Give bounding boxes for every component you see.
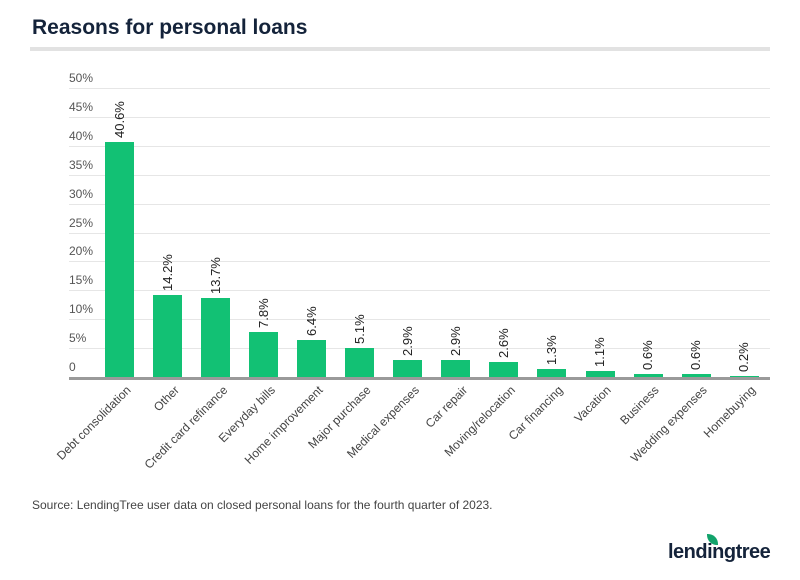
title-divider — [30, 47, 770, 51]
bar-value-label: 40.6% — [111, 101, 127, 139]
bar — [441, 360, 471, 377]
bar-value-label: 7.8% — [255, 298, 271, 328]
leaf-logo-icon — [707, 534, 718, 545]
bar-value-label: 1.1% — [592, 337, 607, 367]
bar-value-label: 14.2% — [159, 254, 175, 291]
bar — [537, 369, 567, 377]
bar — [393, 360, 423, 377]
bar — [681, 373, 711, 377]
gridline — [69, 116, 770, 118]
y-tick-label: 0 — [69, 360, 76, 374]
lendingtree-logo: lendingtree — [668, 541, 771, 563]
bar-chart: 0 5% 10% 15% 20% 25% 30% 35% 40% 45% 50% 40.6% Debt … — [53, 71, 770, 472]
y-tick-label: 5% — [69, 331, 87, 346]
bar-value-label: 2.9% — [447, 326, 463, 357]
bar — [585, 370, 615, 377]
x-category-label: Vacation — [571, 383, 614, 426]
y-tick-label: 45% — [69, 99, 94, 114]
y-tick-label: 40% — [69, 128, 94, 143]
x-category-label: Car repair — [422, 383, 471, 431]
bar-value-label: 5.1% — [351, 313, 367, 344]
bar-value-label: 13.7% — [207, 256, 223, 294]
bar-value-label: 0.2% — [736, 341, 752, 372]
chart-title: Reasons for personal loans — [32, 16, 308, 39]
gridline — [69, 203, 770, 205]
bar — [729, 375, 759, 377]
bar — [249, 331, 279, 377]
bar-value-label: 0.6% — [688, 339, 704, 370]
bar — [297, 340, 327, 377]
bar-value-label: 1.3% — [543, 335, 559, 366]
gridline — [69, 261, 770, 263]
x-axis-line — [69, 377, 770, 380]
x-category-label: Debt consolidation — [53, 383, 134, 463]
y-tick-label: 10% — [69, 302, 94, 317]
bar — [345, 347, 375, 377]
x-category-label: Other — [150, 383, 182, 415]
y-tick-label: 25% — [69, 215, 94, 230]
bar-value-label: 2.6% — [495, 328, 511, 358]
bar — [201, 297, 231, 377]
y-tick-label: 35% — [69, 157, 94, 172]
gridline — [69, 232, 770, 234]
x-category-label: Homebuying — [700, 383, 759, 441]
x-category-label: Business — [617, 383, 662, 428]
y-tick-label: 20% — [69, 244, 94, 259]
gridline — [69, 290, 770, 292]
gridline — [69, 145, 770, 147]
x-category-label: Credit card refinance — [141, 383, 230, 472]
bar — [489, 361, 519, 377]
source-note: Source: LendingTree user data on closed … — [32, 498, 493, 512]
bar — [105, 142, 134, 377]
bar-value-label: 6.4% — [303, 306, 319, 336]
bar-value-label: 0.6% — [640, 339, 656, 370]
gridline — [69, 174, 770, 176]
y-tick-label: 30% — [69, 186, 94, 201]
gridline — [69, 319, 770, 321]
bar — [153, 294, 183, 377]
bar — [633, 373, 663, 377]
y-tick-label: 15% — [69, 273, 94, 288]
y-tick-label: 50% — [69, 71, 94, 85]
bar-value-label: 2.9% — [399, 326, 415, 357]
gridline — [69, 88, 770, 89]
gridline — [69, 348, 770, 350]
